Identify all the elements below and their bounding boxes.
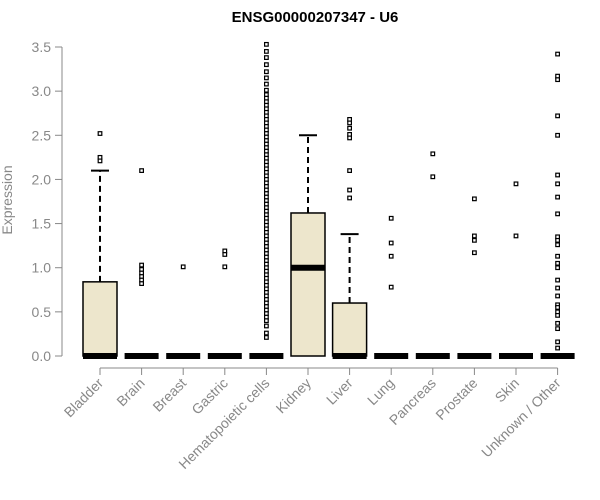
outlier-point bbox=[555, 172, 560, 178]
outlier-point bbox=[555, 277, 560, 283]
outlier-point bbox=[347, 187, 352, 193]
outlier-point bbox=[472, 237, 477, 243]
x-tick-label: Skin bbox=[492, 375, 523, 406]
outlier-point bbox=[472, 196, 477, 202]
outlier-point bbox=[430, 174, 436, 180]
outlier-point bbox=[555, 293, 560, 299]
y-tick-label: 0.0 bbox=[32, 348, 52, 364]
box-body bbox=[331, 302, 368, 357]
outlier-point bbox=[555, 260, 560, 266]
outlier-point bbox=[347, 168, 352, 174]
outlier-point bbox=[513, 181, 519, 187]
outlier-point bbox=[555, 345, 560, 351]
x-tick-label: Unknown / Other bbox=[478, 375, 564, 461]
outlier-point bbox=[264, 69, 269, 75]
y-tick-label: 2.0 bbox=[32, 171, 52, 187]
outlier-point bbox=[139, 281, 145, 287]
outlier-point bbox=[264, 318, 269, 324]
y-tick-label: 3.0 bbox=[32, 83, 52, 99]
box-body bbox=[290, 212, 326, 357]
outlier-point bbox=[264, 335, 269, 340]
y-tick-label: 3.5 bbox=[32, 39, 52, 55]
outlier-point bbox=[264, 330, 269, 336]
chart-title: ENSG00000207347 - U6 bbox=[232, 9, 399, 26]
y-tick-label: 1.0 bbox=[32, 260, 52, 276]
outlier-point bbox=[264, 62, 269, 68]
axes: 0.0 0.5 1.0 1.5 2.0 2.5 3.0 3.5 bbox=[32, 39, 559, 375]
outlier-point bbox=[388, 240, 394, 246]
outlier-point bbox=[97, 158, 103, 164]
outlier-point bbox=[388, 284, 394, 290]
x-tick-label: Breast bbox=[149, 375, 189, 415]
outlier-point bbox=[555, 265, 560, 271]
outlier-point bbox=[222, 264, 228, 270]
outlier-point bbox=[264, 87, 269, 93]
outlier-point bbox=[139, 262, 145, 268]
outlier-point bbox=[180, 264, 186, 270]
outlier-point bbox=[264, 81, 269, 87]
outlier-point bbox=[555, 181, 560, 187]
outlier-point bbox=[347, 135, 352, 141]
outlier-point bbox=[139, 168, 145, 174]
outlier-point bbox=[347, 120, 352, 126]
x-tick-label: Kidney bbox=[273, 375, 315, 417]
outlier-point bbox=[555, 339, 560, 345]
outlier-point bbox=[264, 55, 269, 60]
outlier-point bbox=[555, 194, 560, 200]
box-body bbox=[82, 281, 118, 357]
x-tick-label: Lung bbox=[364, 375, 397, 408]
outlier-point bbox=[347, 125, 352, 131]
outlier-point bbox=[555, 326, 560, 332]
x-tick-label: Prostate bbox=[432, 375, 480, 423]
y-tick-label: 0.5 bbox=[32, 304, 52, 320]
outlier-point bbox=[264, 323, 269, 329]
boxes bbox=[82, 134, 575, 359]
y-tick-label: 1.5 bbox=[32, 216, 52, 232]
outlier-point bbox=[264, 41, 269, 47]
outlier-point bbox=[555, 51, 560, 57]
outlier-point bbox=[555, 77, 560, 83]
outlier-point bbox=[555, 320, 560, 326]
outlier-point bbox=[472, 250, 477, 256]
outlier-point bbox=[555, 253, 560, 259]
outlier-point bbox=[555, 242, 560, 248]
outlier-point bbox=[430, 151, 436, 157]
outlier-point bbox=[222, 252, 228, 257]
outlier-point bbox=[97, 131, 103, 136]
outlier-point bbox=[555, 237, 560, 243]
outlier-point bbox=[264, 75, 269, 81]
outlier-point bbox=[388, 215, 394, 221]
outlier-point bbox=[513, 233, 519, 239]
x-tick-label: Liver bbox=[323, 375, 356, 408]
outlier-point bbox=[555, 211, 560, 217]
outlier-point bbox=[555, 132, 560, 138]
outliers bbox=[97, 41, 560, 351]
outlier-point bbox=[555, 113, 560, 119]
outlier-point bbox=[555, 285, 560, 291]
x-tick-label: Brain bbox=[113, 375, 147, 409]
outlier-point bbox=[347, 195, 352, 201]
outlier-point bbox=[264, 49, 269, 54]
y-axis-label: Expression bbox=[0, 165, 15, 234]
outlier-point bbox=[472, 233, 477, 239]
outlier-point bbox=[555, 312, 560, 318]
outlier-point bbox=[555, 305, 560, 310]
outlier-point bbox=[388, 253, 394, 259]
x-tick-label: Bladder bbox=[61, 375, 107, 421]
y-tick-label: 2.5 bbox=[32, 127, 52, 143]
